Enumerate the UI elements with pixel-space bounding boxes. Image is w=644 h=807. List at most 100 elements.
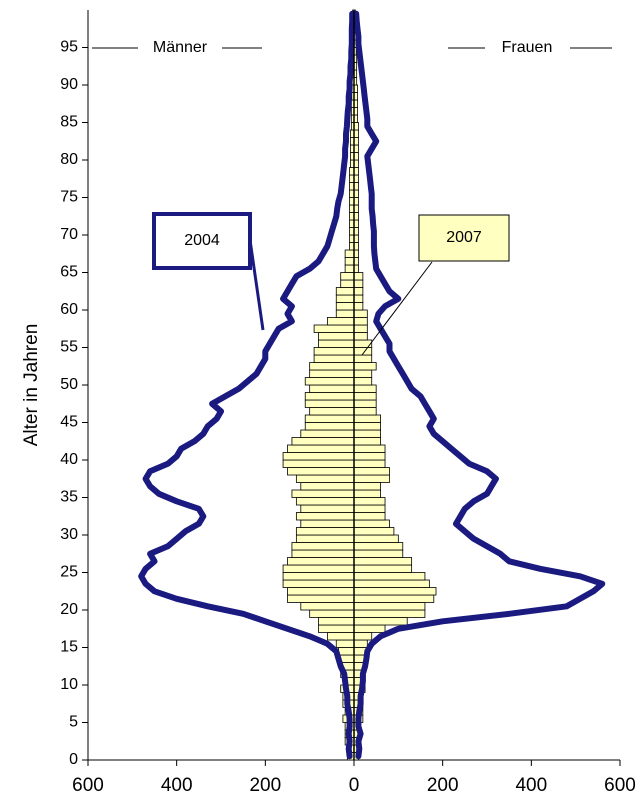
bar — [295, 527, 355, 536]
bar — [353, 317, 368, 326]
bar — [291, 542, 355, 551]
bar — [313, 347, 355, 356]
line — [138, 10, 356, 760]
bar — [353, 459, 386, 468]
y-tick-label: 95 — [60, 39, 78, 56]
y-tick-label: 75 — [60, 189, 78, 206]
bar — [313, 354, 355, 363]
bar — [287, 587, 355, 596]
bar — [287, 594, 355, 603]
bar — [353, 497, 386, 506]
y-tick-label: 45 — [60, 414, 78, 431]
bar — [304, 392, 355, 401]
bar — [353, 512, 386, 521]
bar — [353, 639, 368, 648]
bar — [353, 504, 386, 513]
bar — [353, 437, 382, 446]
bar — [335, 287, 355, 296]
bar — [353, 362, 377, 371]
bar — [353, 354, 373, 363]
x-tick-label: 600 — [72, 775, 104, 796]
y-tick-label: 35 — [60, 489, 78, 506]
y-tick-label: 90 — [60, 76, 78, 93]
bar — [353, 609, 426, 618]
line — [353, 10, 606, 760]
bar — [353, 527, 395, 536]
bar — [295, 512, 355, 521]
y-tick-label: 55 — [60, 339, 78, 356]
bar — [353, 272, 364, 281]
callout-label: 2004 — [184, 232, 220, 249]
y-tick-label: 85 — [60, 114, 78, 131]
y-tick-label: 0 — [69, 751, 78, 768]
bar — [353, 287, 364, 296]
bar — [353, 602, 426, 611]
bar — [282, 452, 355, 461]
bar — [340, 279, 355, 288]
bar — [353, 579, 430, 588]
bar — [282, 572, 355, 581]
bar — [326, 317, 355, 326]
bar — [353, 302, 364, 311]
side-label: Frauen — [502, 39, 553, 56]
callout-label: 2007 — [446, 229, 482, 246]
bar — [353, 384, 377, 393]
bar — [300, 429, 355, 438]
bar — [318, 332, 355, 341]
bar — [313, 324, 355, 333]
bar — [344, 257, 355, 266]
bar — [353, 594, 435, 603]
bar — [300, 504, 355, 513]
bar — [353, 309, 368, 318]
bar — [282, 459, 355, 468]
bar — [353, 474, 390, 483]
bar — [295, 534, 355, 543]
bar — [353, 632, 373, 641]
bar — [300, 519, 355, 528]
bar — [353, 324, 368, 333]
bar — [326, 632, 355, 641]
bar — [353, 452, 386, 461]
y-tick-label: 80 — [60, 151, 78, 168]
bar — [353, 422, 382, 431]
bar — [287, 557, 355, 566]
x-tick-label: 200 — [427, 775, 459, 796]
bar — [353, 332, 368, 341]
bar — [287, 467, 355, 476]
y-tick-label: 10 — [60, 676, 78, 693]
bar — [353, 377, 373, 386]
x-tick-label: 600 — [604, 775, 636, 796]
bar — [353, 392, 377, 401]
bar — [304, 414, 355, 423]
y-tick-label: 60 — [60, 301, 78, 318]
bar — [291, 489, 355, 498]
bar — [353, 414, 382, 423]
side-label: Männer — [153, 39, 208, 56]
bar — [335, 294, 355, 303]
bar — [318, 339, 355, 348]
y-tick-label: 25 — [60, 564, 78, 581]
x-tick-label: 400 — [515, 775, 547, 796]
y-tick-label: 70 — [60, 226, 78, 243]
bar — [338, 647, 355, 656]
y-tick-label: 30 — [60, 526, 78, 543]
bar — [353, 489, 382, 498]
bar — [353, 564, 413, 573]
y-tick-label: 5 — [69, 714, 78, 731]
bar — [295, 474, 355, 483]
bar — [309, 609, 355, 618]
bar — [282, 564, 355, 573]
bar — [353, 407, 377, 416]
bar — [353, 429, 382, 438]
bar — [318, 617, 355, 626]
bar — [282, 579, 355, 588]
bar — [353, 369, 373, 378]
y-tick-label: 40 — [60, 451, 78, 468]
bar — [353, 279, 364, 288]
bar — [353, 399, 377, 408]
bar — [353, 482, 382, 491]
bar — [353, 519, 390, 528]
bar — [304, 399, 355, 408]
